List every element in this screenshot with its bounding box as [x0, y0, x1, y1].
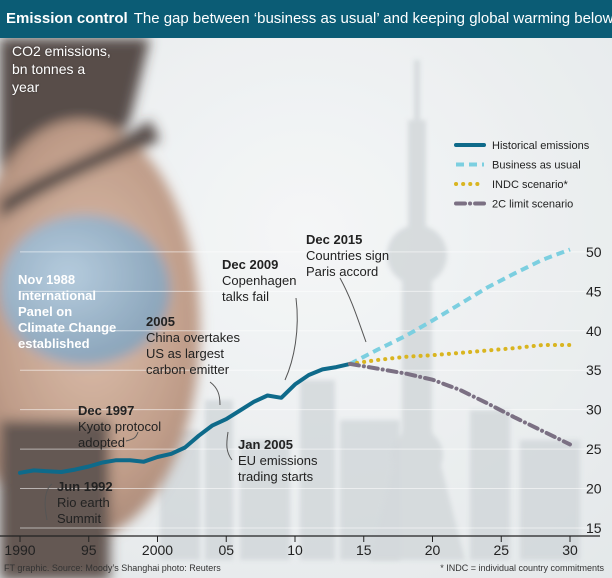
annotation-leader-dec2009 — [284, 297, 298, 381]
y-tick-label-40: 40 — [586, 323, 602, 339]
series-group — [18, 247, 572, 475]
x-tick-label-30: 30 — [562, 542, 578, 558]
subtitle: The gap between ‘business as usual’ and … — [133, 10, 612, 27]
source-note: FT graphic. Source: Moody’s Shanghai pho… — [4, 563, 221, 573]
annotation-line-jun1992-0: Rio earth — [57, 495, 110, 510]
annotation-line-jan2005-0: EU emissions — [238, 453, 318, 468]
annotation-line-nov1988-1: Panel on — [18, 304, 72, 319]
annotation-line-dec1997-1: adopted — [78, 435, 125, 450]
annotation-line-jan2005-1: trading starts — [238, 469, 314, 484]
annotation-leader-y2005 — [209, 381, 221, 406]
annotation-line-y2005-1: US as largest — [146, 346, 224, 361]
series-line-historical-emissions — [18, 361, 352, 475]
y-axis-label: CO2 emissions, bn tonnes a year — [12, 42, 112, 96]
annotation-line-dec2015-1: Paris accord — [306, 264, 378, 279]
legend: Historical emissions Business as usual IND… — [454, 140, 590, 211]
y-tick-label-15: 15 — [586, 520, 602, 536]
legend-label-0: Historical emissions — [492, 140, 590, 152]
footnote: * INDC = individual country commitments — [440, 563, 604, 573]
x-tick-label-15: 15 — [356, 542, 372, 558]
header-bar: Emission control The gap between ‘busines… — [0, 0, 612, 38]
annotation-leader-dec1997 — [125, 431, 139, 442]
x-tick-label-95: 95 — [81, 542, 97, 558]
y-tick-label-35: 35 — [586, 362, 602, 378]
headline: Emission control — [6, 10, 128, 27]
y-axis-label-text: CO2 emissions, bn tonnes a year — [12, 43, 111, 95]
annotation-title-nov1988: Nov 1988 — [18, 272, 75, 287]
x-tick-label-25: 25 — [493, 542, 509, 558]
annotation-leader-jan2005 — [226, 431, 233, 461]
annotation-title-jan2005: Jan 2005 — [238, 437, 293, 452]
annotation-title-jun1992: Jun 1992 — [57, 479, 113, 494]
legend-label-2: INDC scenario* — [492, 179, 569, 191]
legend-label-3: 2C limit scenario — [492, 199, 573, 211]
grid — [20, 251, 590, 529]
y-tick-label-45: 45 — [586, 283, 602, 299]
annotation-title-dec1997: Dec 1997 — [78, 403, 134, 418]
annotation-leader-dec2015 — [339, 277, 367, 343]
axis-group: 1990 95 2000 05 10 15 20 25 30 15 20 25 30 35 40 45 50 — [0, 244, 602, 558]
y-tick-label-50: 50 — [586, 244, 602, 260]
annotation-line-dec2015-0: Countries sign — [306, 248, 389, 263]
annotation-line-y2005-2: carbon emitter — [146, 362, 230, 377]
annotation-line-nov1988-3: established — [18, 336, 90, 351]
y-tick-label-30: 30 — [586, 402, 602, 418]
footer: FT graphic. Source: Moody’s Shanghai pho… — [0, 560, 612, 578]
x-tick-label-2000: 2000 — [142, 542, 173, 558]
y-tick-label-20: 20 — [586, 481, 602, 497]
x-tick-label-05: 05 — [218, 542, 234, 558]
annotation-title-dec2009: Dec 2009 — [222, 257, 278, 272]
annotation-line-dec1997-0: Kyoto protocol — [78, 419, 161, 434]
series-line-business-as-usual — [349, 247, 571, 366]
series-line-2c-limit-scenario — [348, 361, 572, 447]
x-tick-label-10: 10 — [287, 542, 303, 558]
legend-label-1: Business as usual — [492, 160, 581, 172]
annotation-line-dec2009-0: Copenhagen — [222, 273, 296, 288]
annotation-line-y2005-0: China overtakes — [146, 330, 240, 345]
x-tick-label-20: 20 — [425, 542, 441, 558]
annotation-line-jun1992-1: Summit — [57, 511, 101, 526]
y-tick-label-25: 25 — [586, 441, 602, 457]
person-with-mask — [0, 38, 200, 578]
annotation-line-dec2009-1: talks fail — [222, 289, 269, 304]
annotation-leader-jun1992 — [44, 483, 53, 521]
annotation-title-dec2015: Dec 2015 — [306, 232, 362, 247]
series-line-indc-scenario — [348, 343, 572, 366]
x-tick-label-1990: 1990 — [4, 542, 35, 558]
annotation-line-nov1988-2: Climate Change — [18, 320, 116, 335]
annotation-title-y2005: 2005 — [146, 314, 175, 329]
annotation-line-nov1988-0: International — [18, 288, 96, 303]
